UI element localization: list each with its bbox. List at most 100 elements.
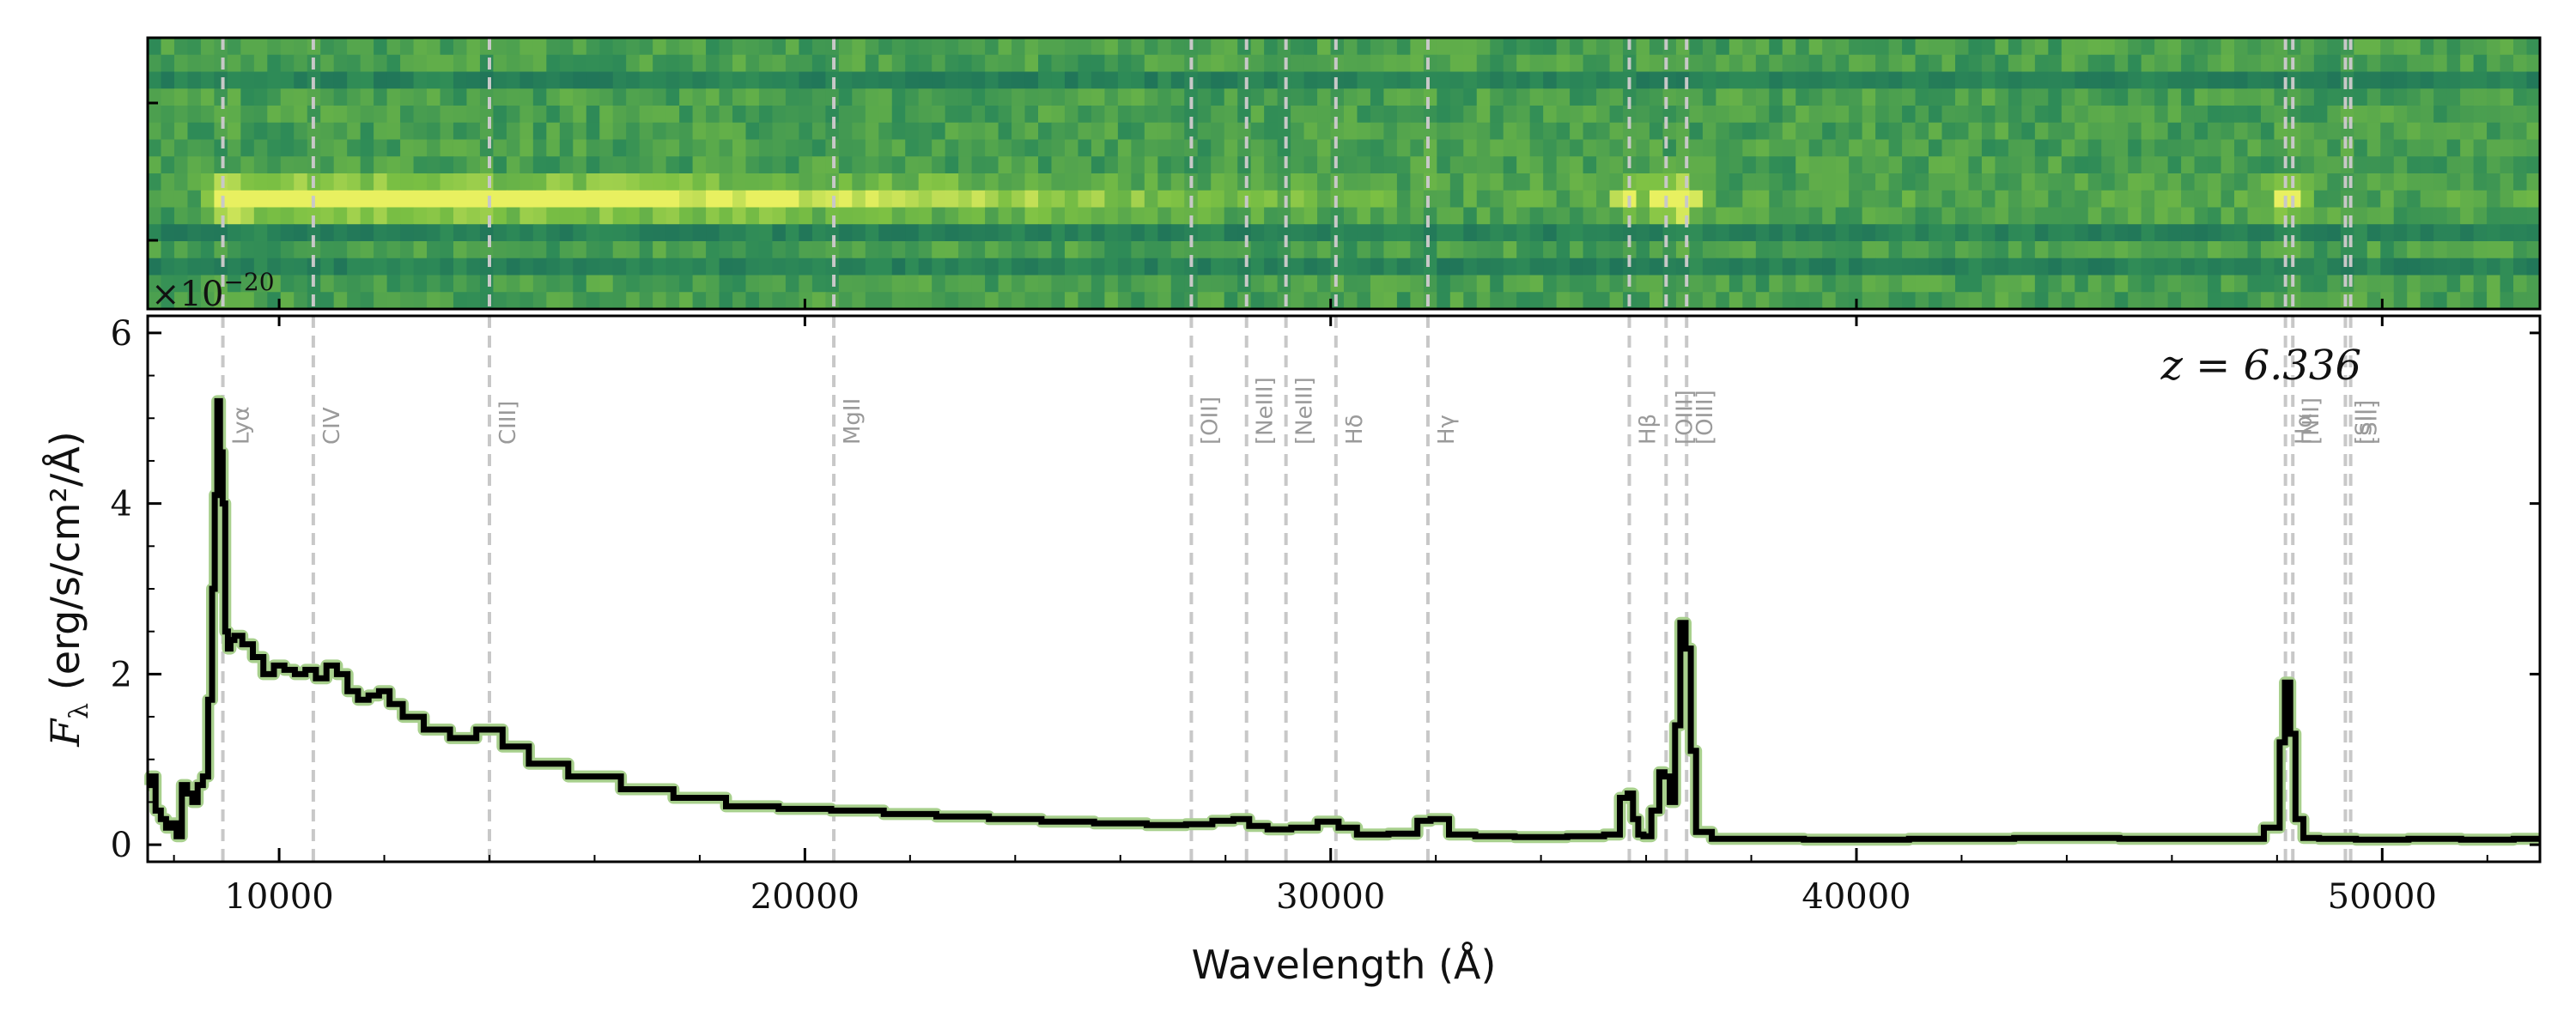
- heatmap-cell: [2393, 106, 2408, 124]
- heatmap-cell: [2167, 207, 2182, 225]
- heatmap-cell: [1144, 88, 1158, 106]
- heatmap-cell: [1410, 88, 1425, 106]
- heatmap-cell: [2101, 258, 2116, 276]
- heatmap-cell: [187, 258, 202, 276]
- heatmap-cell: [1556, 71, 1571, 89]
- heatmap-cell: [1051, 122, 1066, 141]
- heatmap-cell: [1968, 173, 1983, 191]
- heatmap-cell: [1437, 54, 1451, 73]
- heatmap-cell: [573, 173, 587, 191]
- heatmap-cell: [2061, 38, 2075, 56]
- heatmap-cell: [1476, 207, 1491, 225]
- heatmap-cell: [1981, 38, 1996, 56]
- heatmap-cell: [1556, 122, 1571, 141]
- heatmap-cell: [2048, 54, 2063, 73]
- heatmap-cell: [1303, 106, 1318, 124]
- heatmap-cell: [2087, 54, 2102, 73]
- heatmap-cell: [626, 190, 641, 209]
- heatmap-cell: [479, 292, 495, 310]
- heatmap-cell: [599, 173, 614, 191]
- scale-factor-label: ×10−20: [151, 268, 275, 314]
- heatmap-cell: [838, 139, 853, 157]
- heatmap-cell: [280, 71, 295, 89]
- heatmap-cell: [1782, 207, 1796, 225]
- heatmap-cell: [2366, 190, 2381, 209]
- heatmap-cell: [2327, 275, 2342, 293]
- heatmap-cell: [573, 275, 587, 293]
- heatmap-cell: [2487, 106, 2501, 124]
- heatmap-cell: [1835, 275, 1850, 293]
- heatmap-cell: [2473, 156, 2488, 174]
- heatmap-cell: [1476, 241, 1491, 259]
- heatmap-cell: [2407, 88, 2421, 106]
- heatmap-cell: [1742, 275, 1757, 293]
- heatmap-cell: [2114, 258, 2129, 276]
- heatmap-cell: [1303, 71, 1318, 89]
- heatmap-cell: [1954, 275, 1970, 293]
- heatmap-cell: [1104, 122, 1119, 141]
- heatmap-cell: [1503, 88, 1517, 106]
- heatmap-cell: [1449, 224, 1464, 242]
- heatmap-cell: [1583, 207, 1597, 225]
- heatmap-cell: [785, 292, 800, 310]
- heatmap-cell: [1131, 207, 1145, 225]
- heatmap-cell: [440, 190, 454, 209]
- heatmap-cell: [506, 207, 520, 225]
- heatmap-cell: [2061, 106, 2075, 124]
- heatmap-cell: [2327, 54, 2342, 73]
- heatmap-cell: [333, 258, 348, 276]
- heatmap-cell: [719, 258, 733, 276]
- heatmap-cell: [1570, 106, 1584, 124]
- heatmap-cell: [2234, 292, 2249, 310]
- heatmap-cell: [2260, 190, 2275, 209]
- heatmap-cell: [2114, 122, 2129, 141]
- heatmap-cell: [2487, 173, 2501, 191]
- heatmap-cell: [1131, 224, 1145, 242]
- heatmap-cell: [2034, 292, 2049, 310]
- heatmap-cell: [2260, 275, 2275, 293]
- heatmap-cell: [427, 122, 441, 141]
- heatmap-cell: [1689, 122, 1704, 141]
- heatmap-cell: [1596, 275, 1611, 293]
- heatmap-cell: [1556, 88, 1571, 106]
- heatmap-cell: [320, 258, 335, 276]
- heatmap-cell: [2021, 241, 2036, 259]
- heatmap-cell: [493, 275, 507, 293]
- heatmap-cell: [772, 122, 787, 141]
- heatmap-cell: [400, 106, 415, 124]
- heatmap-cell: [1476, 106, 1491, 124]
- heatmap-cell: [1689, 173, 1704, 191]
- heatmap-cell: [1344, 71, 1358, 89]
- heatmap-cell: [2327, 156, 2342, 174]
- heatmap-cell: [2114, 139, 2129, 157]
- heatmap-cell: [878, 38, 893, 56]
- heatmap-cell: [1291, 54, 1305, 73]
- heatmap-cell: [1954, 173, 1970, 191]
- heatmap-cell: [1184, 224, 1199, 242]
- heatmap-cell: [1012, 139, 1026, 157]
- heatmap-cell: [506, 258, 520, 276]
- heatmap-cell: [1437, 275, 1451, 293]
- heatmap-cell: [1131, 173, 1145, 191]
- heatmap-cell: [493, 224, 507, 242]
- heatmap-cell: [240, 106, 255, 124]
- heatmap-cell: [958, 38, 973, 56]
- heatmap-cell: [1649, 258, 1664, 276]
- heatmap-cell: [1636, 106, 1650, 124]
- heatmap-cell: [1038, 139, 1053, 157]
- heatmap-cell: [546, 224, 561, 242]
- heatmap-cell: [985, 88, 999, 106]
- heatmap-cell: [479, 88, 495, 106]
- heatmap-cell: [1609, 190, 1624, 209]
- heatmap-cell: [1516, 122, 1531, 141]
- heatmap-cell: [2221, 54, 2235, 73]
- heatmap-cell: [1490, 275, 1504, 293]
- heatmap-cell: [2061, 173, 2075, 191]
- heatmap-cell: [1291, 224, 1305, 242]
- heatmap-cell: [453, 190, 468, 209]
- heatmap-cell: [2154, 88, 2169, 106]
- heatmap-cell: [945, 207, 959, 225]
- heatmap-cell: [400, 122, 415, 141]
- heatmap-cell: [1383, 292, 1398, 310]
- heatmap-cell: [1303, 241, 1318, 259]
